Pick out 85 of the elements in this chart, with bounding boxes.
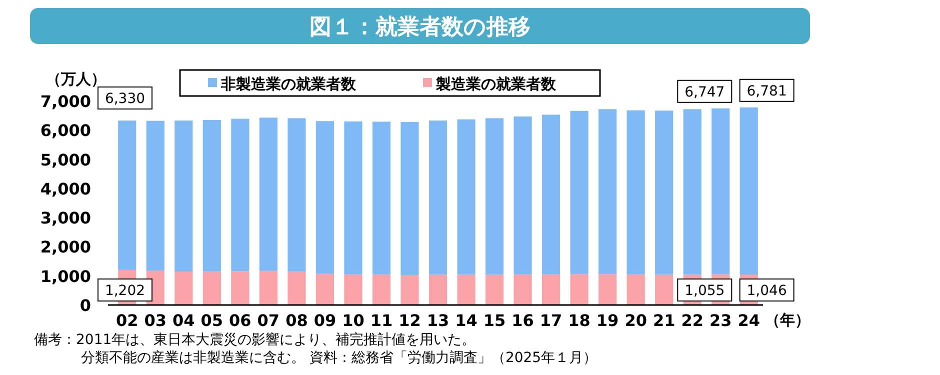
y-tick-label: 0: [80, 296, 91, 315]
x-tick-label: 10: [342, 311, 364, 330]
legend-label: 製造業の就業者数: [435, 75, 557, 93]
bar: [316, 121, 334, 274]
bar: [428, 120, 448, 275]
x-tick-label: 07: [257, 311, 280, 330]
bar: [457, 274, 476, 305]
x-tick-label: 19: [596, 311, 619, 330]
bar: [231, 271, 250, 305]
x-tick-label: 08: [286, 311, 308, 330]
chart-title: 図１：就業者数の推移: [310, 15, 530, 40]
bar: [485, 274, 504, 305]
bar: [485, 118, 504, 275]
x-tick-label: 03: [144, 311, 167, 330]
bar: [542, 114, 560, 274]
bar: [428, 274, 448, 305]
bar: [259, 118, 278, 271]
bar: [146, 120, 164, 271]
x-tick-label: 04: [172, 311, 195, 330]
data-label: 1,055: [684, 283, 725, 299]
text: 分類不能の産業は非製造業に含む。 資料：総務省「労働力調査」（2025年１月）: [81, 350, 598, 366]
y-tick-label: 3,000: [40, 208, 91, 228]
bar: [259, 270, 278, 305]
bar: [457, 119, 476, 275]
y-axis-title: （万人）: [46, 70, 106, 88]
bar: [174, 120, 193, 272]
x-tick-label: 06: [229, 311, 252, 330]
x-tick-label: 13: [426, 311, 450, 330]
bar: [683, 109, 702, 275]
x-tick-label: 24: [738, 311, 760, 330]
bar: [514, 274, 532, 305]
bar: [626, 274, 645, 305]
total-label: 6,330: [104, 91, 146, 107]
bar: [288, 118, 306, 272]
bar: [202, 120, 221, 272]
bar: [400, 274, 419, 305]
bar: [598, 109, 617, 274]
total-label: 6,781: [746, 83, 787, 100]
total-label: 6,747: [684, 84, 725, 100]
bar: [344, 274, 362, 305]
y-tick-label: 1,000: [40, 266, 91, 286]
bar: [655, 274, 674, 305]
data-label: 1,202: [104, 283, 146, 299]
bar: [542, 274, 560, 305]
x-tick-label: 23: [709, 311, 732, 330]
x-tick-label: 11: [370, 311, 393, 330]
bar: [514, 116, 532, 274]
bar: [740, 107, 758, 275]
x-tick-label: 12: [398, 311, 421, 330]
bar: [231, 118, 250, 272]
x-tick-label: 20: [624, 311, 647, 330]
x-tick-label: 21: [652, 311, 676, 330]
bar: [372, 122, 391, 274]
bar: [712, 108, 730, 274]
bar: [202, 272, 221, 305]
bar: [570, 110, 588, 274]
bar: [372, 274, 391, 305]
text: 備考：2011年は、東日本大震災の影響により、補完推計値を用いた。: [34, 332, 476, 348]
x-tick-label: 02: [116, 311, 138, 330]
x-tick-label: 14: [455, 311, 478, 330]
y-tick-label: 6,000: [40, 121, 91, 140]
bar: [118, 120, 136, 270]
x-tick-label: 22: [681, 311, 704, 330]
bar: [316, 274, 334, 305]
bar: [174, 271, 193, 305]
bar: [344, 121, 362, 274]
x-tick-label: 05: [200, 311, 224, 330]
x-tick-label: 09: [314, 311, 336, 330]
bar: [598, 274, 617, 305]
y-tick-label: 2,000: [40, 238, 91, 257]
x-axis-title: （年）: [765, 311, 810, 329]
bar: [400, 122, 419, 275]
y-tick-label: 7,000: [40, 92, 91, 111]
bar: [655, 110, 674, 275]
y-tick-label: 5,000: [40, 150, 91, 170]
bar: [288, 272, 306, 305]
legend-label: 非製造業の就業者数: [220, 75, 357, 93]
bar: [570, 274, 588, 305]
x-tick-label: 17: [540, 311, 562, 330]
bar: [626, 110, 645, 274]
x-tick-label: 16: [512, 311, 534, 330]
x-tick-label: 15: [483, 311, 506, 330]
x-tick-label: 18: [568, 311, 590, 330]
data-label: 1,046: [746, 283, 787, 299]
y-tick-label: 4,000: [40, 179, 91, 198]
